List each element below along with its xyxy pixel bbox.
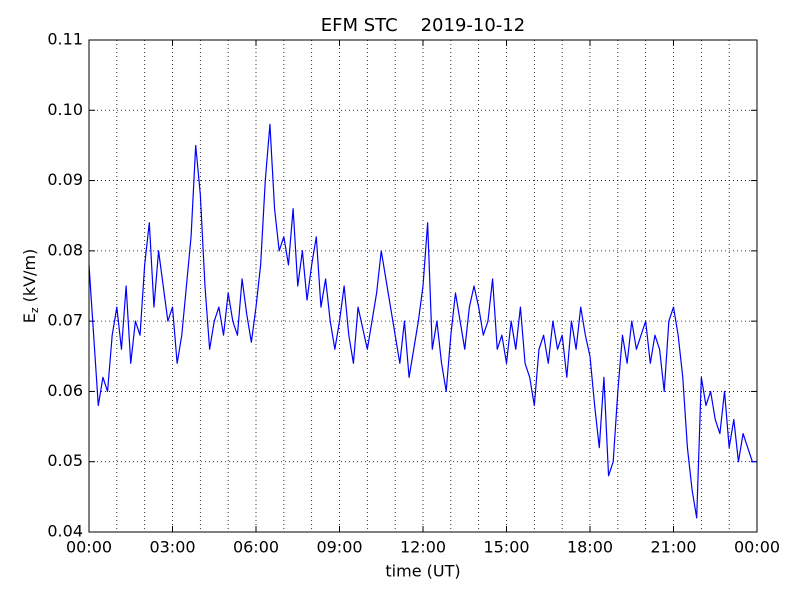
plot-frame <box>88 39 758 533</box>
y-tick-label: 0.10 <box>47 100 83 119</box>
x-tick-label: 21:00 <box>650 538 696 557</box>
x-tick-label: 12:00 <box>400 538 446 557</box>
y-label-sub: z <box>28 307 41 313</box>
x-tick-label: 03:00 <box>149 538 195 557</box>
y-label-main: E <box>20 313 39 323</box>
x-tick-label: 00:00 <box>66 538 112 557</box>
y-tick-label: 0.08 <box>47 240 83 259</box>
chart-title: EFM STC 2019-10-12 <box>321 15 525 36</box>
y-label-unit: (kV/m) <box>20 249 39 303</box>
data-line <box>88 123 757 519</box>
x-tick-label: 18:00 <box>567 538 613 557</box>
y-tick-label: 0.05 <box>47 451 83 470</box>
y-tick-label: 0.11 <box>47 30 83 49</box>
x-axis-label: time (UT) <box>385 562 460 581</box>
y-tick-label: 0.07 <box>47 311 83 330</box>
x-tick-label: 06:00 <box>233 538 279 557</box>
y-tick-label: 0.06 <box>47 381 83 400</box>
y-axis-label: Ez (kV/m) <box>20 249 42 324</box>
y-tick-label: 0.09 <box>47 170 83 189</box>
y-tick-label: 0.04 <box>47 522 83 541</box>
x-tick-label: 00:00 <box>734 538 780 557</box>
x-tick-label: 09:00 <box>316 538 362 557</box>
x-tick-label: 15:00 <box>483 538 529 557</box>
